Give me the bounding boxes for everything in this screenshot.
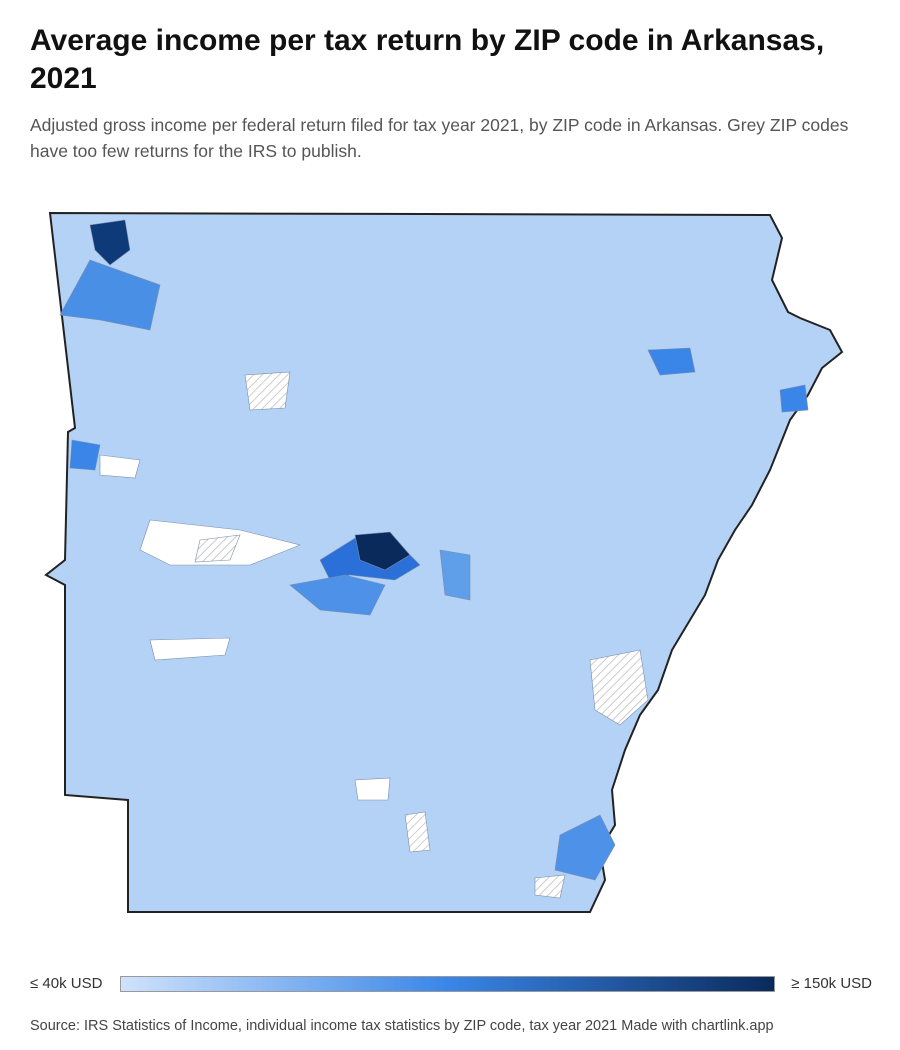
map <box>44 211 844 913</box>
source-text: Source: IRS Statistics of Income, indivi… <box>30 1018 618 1034</box>
legend-max-label: ≥ 150k USD <box>791 975 872 992</box>
subtitle: Adjusted gross income per federal return… <box>30 115 849 161</box>
source: Source: IRS Statistics of Income, indivi… <box>30 1018 774 1034</box>
legend-gradient <box>120 976 775 992</box>
credit: Made with chartlink.app <box>621 1018 774 1034</box>
zip-regions <box>59 219 809 899</box>
title: Average income per tax return by ZIP cod… <box>30 24 825 95</box>
legend-min-label: ≤ 40k USD <box>30 975 103 992</box>
